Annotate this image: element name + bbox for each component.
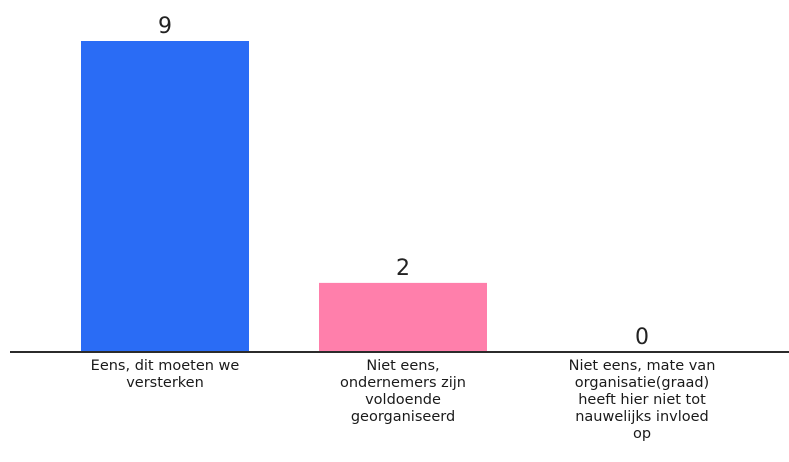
value-label-3: 0 — [635, 325, 649, 350]
category-label-2: Niet eens, ondernemers zijn voldoende ge… — [339, 358, 467, 425]
bar-1 — [81, 41, 249, 352]
category-label-3: Niet eens, mate van organisatie(graad) h… — [568, 358, 716, 442]
bars-layer — [81, 41, 487, 352]
value-label-2: 2 — [396, 256, 410, 281]
value-label-1: 9 — [158, 14, 172, 39]
bar-2 — [319, 282, 487, 352]
value-labels-layer: 9 2 0 — [158, 14, 649, 350]
category-label-1: Eens, dit moeten we versterken — [90, 358, 240, 391]
